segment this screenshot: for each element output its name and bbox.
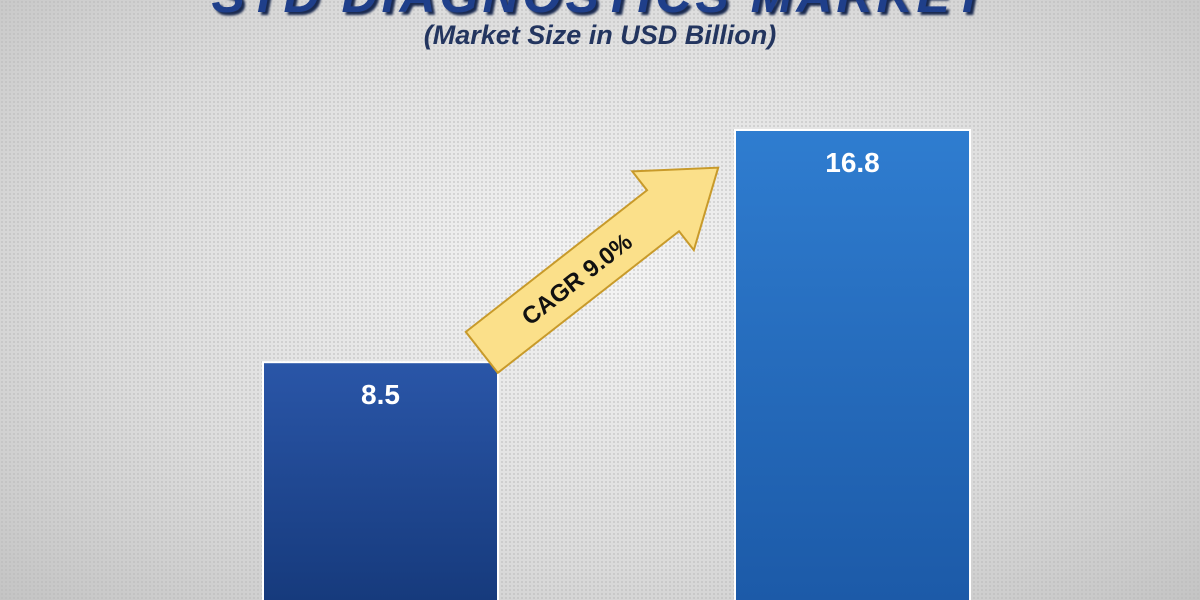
chart-title: STD DIAGNOSTICS MARKET <box>0 0 1200 24</box>
bar-2 <box>734 129 971 600</box>
cagr-arrow: CAGR 9.0% <box>464 166 720 375</box>
bar-1 <box>262 361 499 600</box>
bar-value-label: 8.5 <box>361 379 400 410</box>
arrow-shape <box>464 166 720 375</box>
bar-value-label: 16.8 <box>825 147 880 178</box>
chart-subtitle: (Market Size in USD Billion) <box>423 20 777 50</box>
